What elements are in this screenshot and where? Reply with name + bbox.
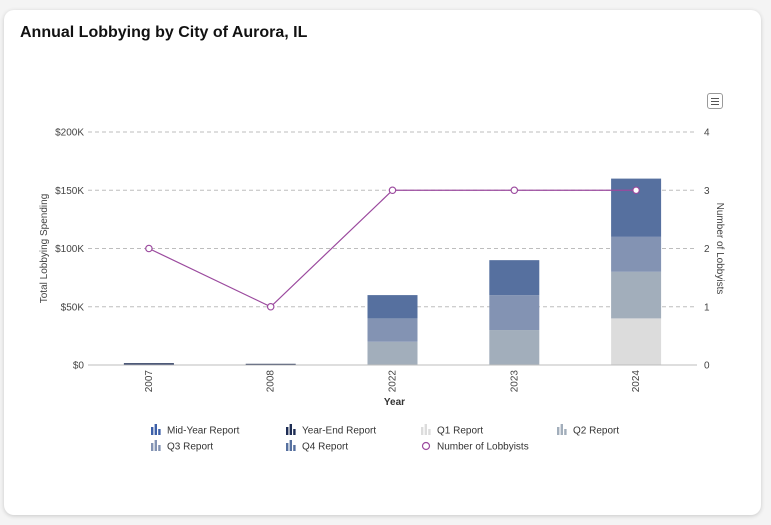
- legend-bar-icon[interactable]: [158, 429, 161, 435]
- legend-bar-icon[interactable]: [293, 429, 296, 435]
- legend-bar-icon[interactable]: [151, 443, 154, 451]
- y-tick-label: $200K: [55, 128, 84, 139]
- legend-bar-icon[interactable]: [564, 429, 567, 435]
- menu-icon-line: [711, 104, 719, 105]
- legend-bar-icon[interactable]: [158, 445, 161, 451]
- legend-label: Number of Lobbyists: [437, 442, 529, 453]
- legend-bar-icon[interactable]: [428, 429, 431, 435]
- legend-bar-icon[interactable]: [154, 440, 157, 451]
- legend-bar-icon[interactable]: [289, 440, 292, 451]
- bar-segment[interactable]: [245, 363, 296, 365]
- line-point[interactable]: [266, 302, 275, 311]
- legend-bar-icon[interactable]: [424, 424, 427, 435]
- bar-segment[interactable]: [367, 318, 418, 342]
- line-point[interactable]: [632, 186, 640, 195]
- x-axis-title: Year: [384, 397, 405, 408]
- chart-menu-button[interactable]: [707, 93, 723, 109]
- legend-bar-icon[interactable]: [421, 427, 424, 435]
- legend-label: Q3 Report: [167, 442, 213, 453]
- bar-segment[interactable]: [489, 330, 540, 365]
- chart-title: Annual Lobbying by City of Aurora, IL: [20, 24, 308, 41]
- legend-bar-icon[interactable]: [286, 443, 289, 451]
- bar-segment[interactable]: [611, 236, 662, 272]
- legend-label: Year-End Report: [302, 426, 376, 437]
- x-tick-label: 2022: [388, 370, 399, 393]
- bar-segment[interactable]: [611, 271, 662, 319]
- y-tick-label: $50K: [61, 302, 85, 313]
- x-tick-label: 2024: [631, 370, 642, 393]
- bar-segment[interactable]: [367, 341, 418, 365]
- bar-segment[interactable]: [489, 295, 540, 331]
- y2-axis-title: Number of Lobbyists: [714, 203, 725, 295]
- legend-bar-icon[interactable]: [557, 427, 560, 435]
- y2-tick-label: 0: [704, 361, 710, 372]
- legend-label: Mid-Year Report: [167, 426, 240, 437]
- y-axis-title: Total Lobbying Spending: [39, 194, 50, 304]
- line-point[interactable]: [510, 186, 519, 195]
- menu-icon: [711, 98, 719, 99]
- y2-tick-label: 4: [704, 128, 710, 139]
- menu-icon-line: [711, 101, 719, 102]
- x-tick-label: 2008: [266, 370, 277, 393]
- x-tick-label: 2023: [509, 370, 520, 393]
- bar-segment[interactable]: [123, 363, 174, 365]
- legend-bar-icon[interactable]: [293, 445, 296, 451]
- legend-bar-icon[interactable]: [286, 427, 289, 435]
- bar-segment[interactable]: [489, 260, 540, 296]
- line-point[interactable]: [145, 244, 153, 253]
- y-tick-label: $0: [73, 361, 85, 372]
- bar-segment[interactable]: [367, 295, 418, 319]
- legend-label: Q1 Report: [437, 426, 483, 437]
- y2-tick-label: 1: [704, 302, 710, 313]
- y2-tick-label: 3: [704, 186, 710, 197]
- legend-line-icon[interactable]: [421, 441, 431, 451]
- x-tick-label: 2007: [144, 370, 155, 393]
- y-tick-label: $150K: [55, 186, 84, 197]
- legend-bar-icon[interactable]: [289, 424, 292, 435]
- legend-label: Q4 Report: [302, 442, 348, 453]
- line-point[interactable]: [388, 186, 397, 195]
- bar-segment[interactable]: [611, 318, 662, 365]
- legend-bar-icon[interactable]: [151, 427, 154, 435]
- y-tick-label: $100K: [55, 244, 84, 255]
- legend-bar-icon[interactable]: [154, 424, 157, 435]
- legend-bar-icon[interactable]: [560, 424, 563, 435]
- legend-label: Q2 Report: [573, 426, 619, 437]
- y2-tick-label: 2: [704, 244, 710, 255]
